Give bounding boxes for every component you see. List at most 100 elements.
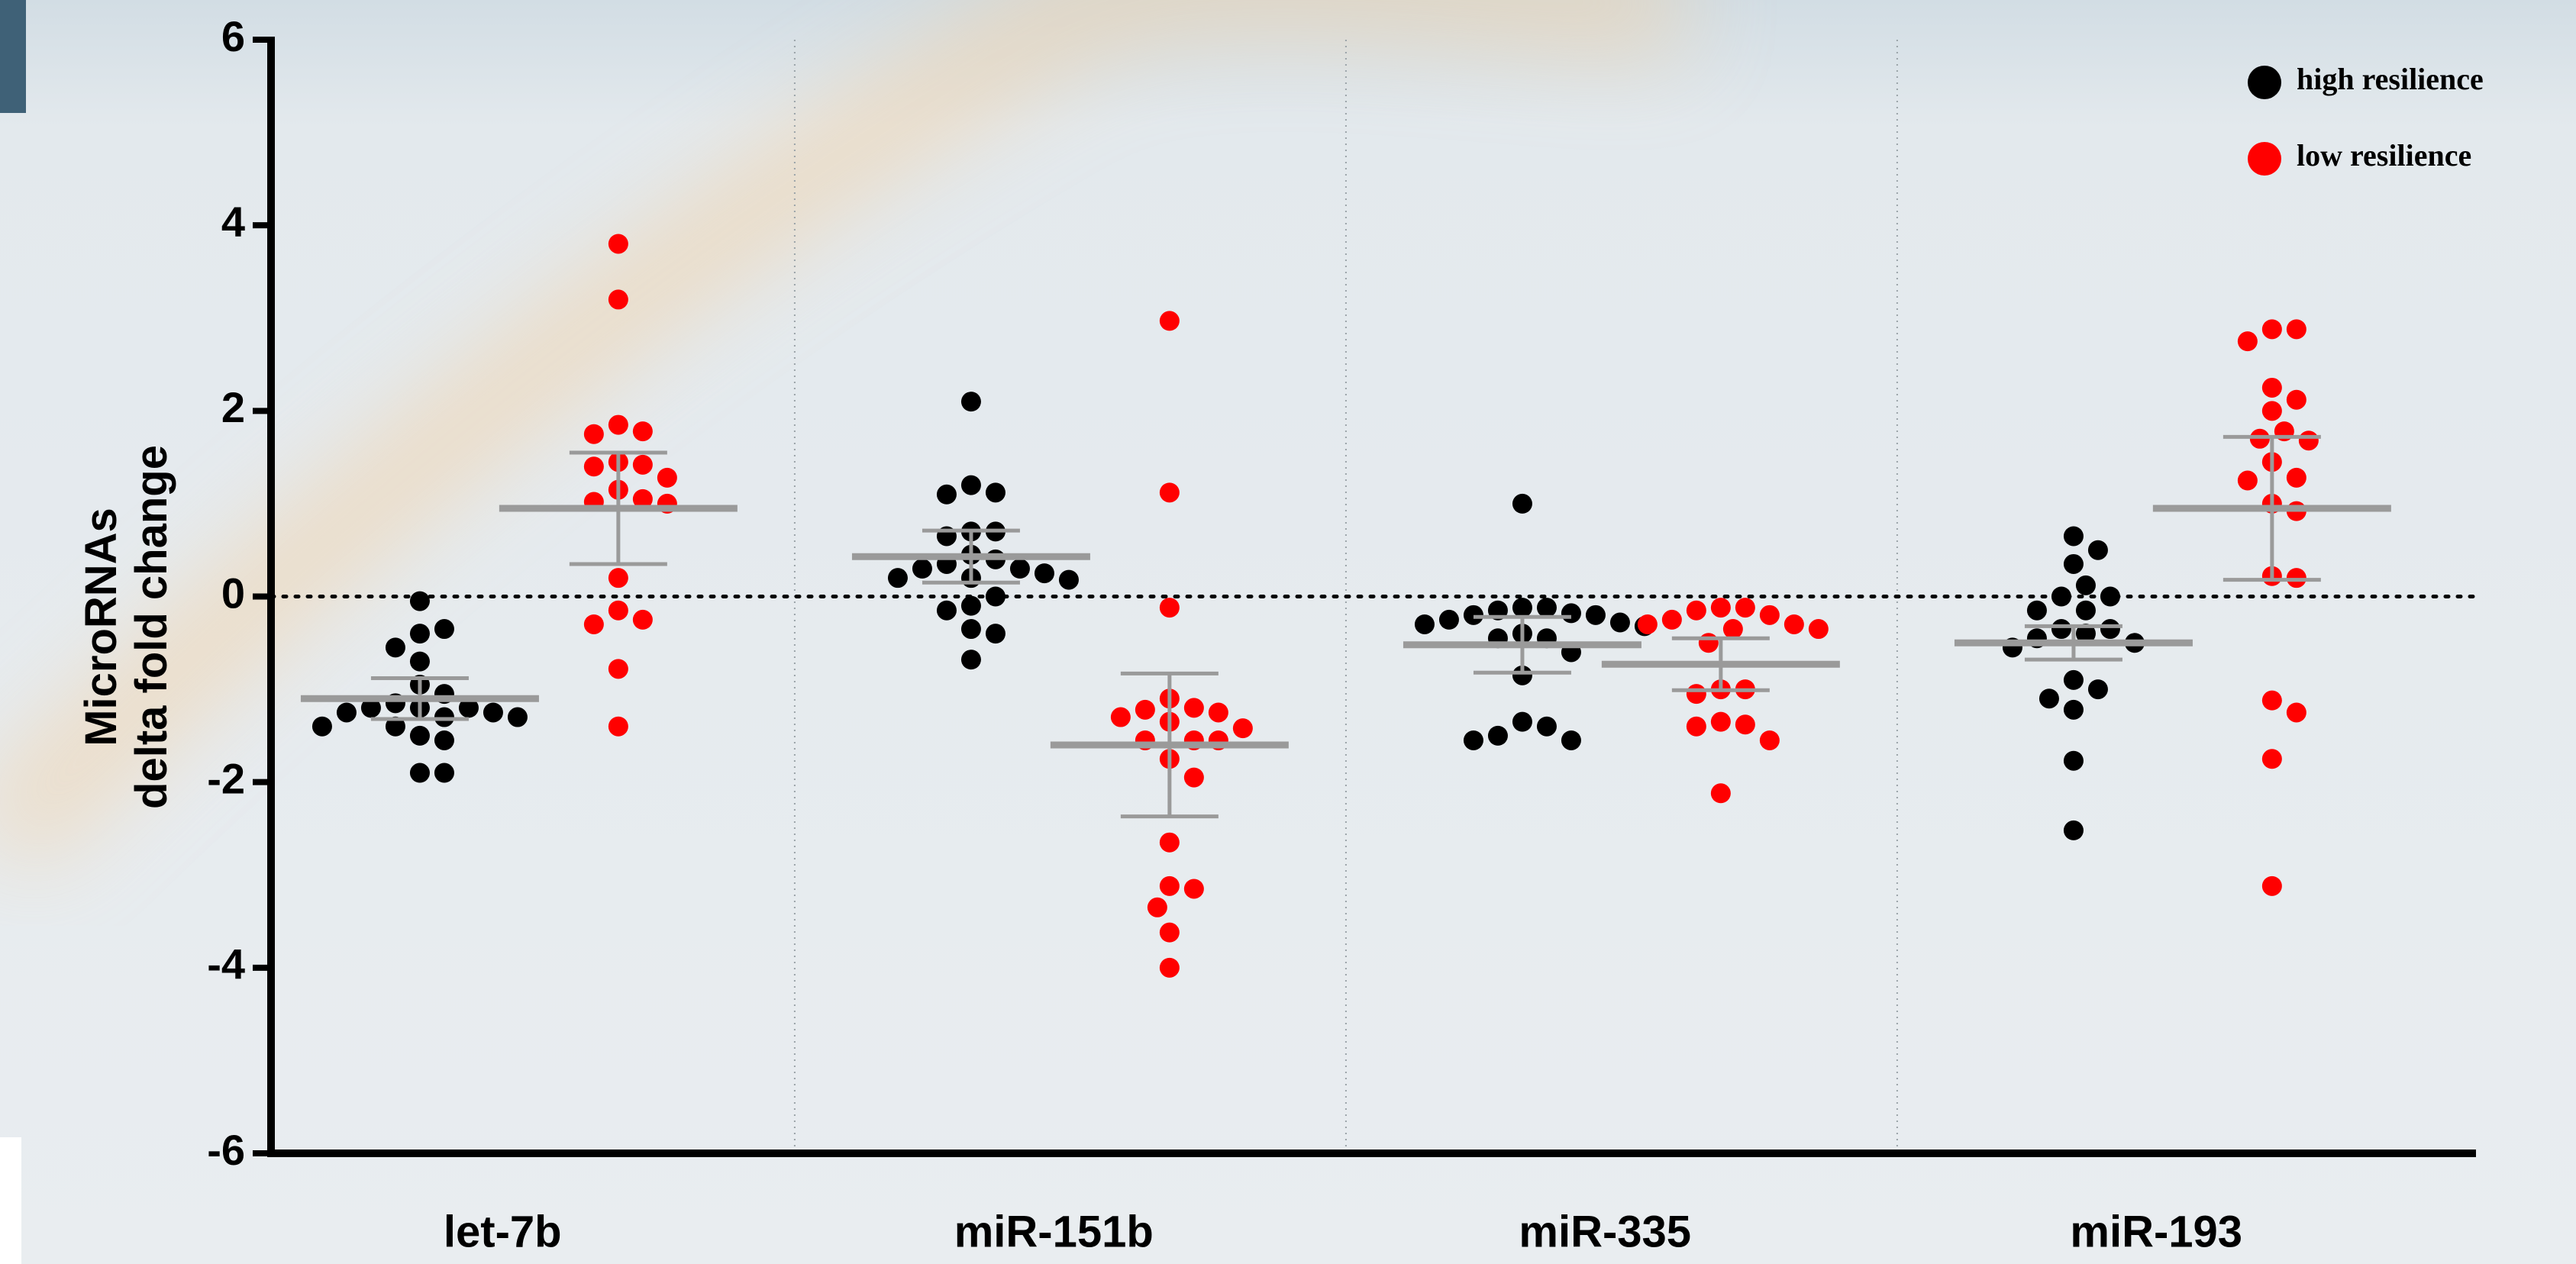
corner-block — [0, 1137, 21, 1264]
data-point — [1111, 708, 1131, 727]
data-point — [1687, 717, 1706, 737]
data-point — [1160, 923, 1180, 943]
data-point — [1687, 601, 1706, 621]
data-point — [1160, 876, 1180, 896]
data-point — [1711, 712, 1731, 732]
data-point — [961, 650, 981, 669]
data-point — [888, 568, 908, 588]
data-point — [410, 726, 430, 746]
page: 6420-2-4-6MicroRNAsdelta fold changelet-… — [0, 0, 2576, 1264]
data-point — [1711, 783, 1731, 803]
data-point — [961, 392, 981, 411]
data-point — [2287, 702, 2306, 722]
data-point — [1135, 700, 1155, 720]
data-point — [2100, 587, 2120, 607]
data-point — [2238, 471, 2258, 491]
data-point — [2262, 401, 2282, 421]
y-tick-label: -4 — [207, 940, 245, 988]
data-point — [937, 601, 957, 621]
data-point — [608, 659, 628, 679]
data-point — [608, 234, 628, 253]
data-point — [584, 456, 604, 476]
data-point — [2262, 691, 2282, 711]
data-point — [584, 424, 604, 444]
data-point — [410, 592, 430, 611]
data-point — [1184, 698, 1204, 717]
data-point — [1711, 598, 1731, 617]
data-point — [2039, 688, 2059, 708]
data-point — [584, 614, 604, 634]
legend-marker — [2248, 142, 2281, 176]
data-point — [2076, 601, 2096, 621]
data-point — [608, 289, 628, 309]
y-axis-label-line: MicroRNAs — [76, 508, 126, 746]
data-point — [2088, 679, 2108, 699]
data-point — [2027, 601, 2047, 621]
y-tick-label: 4 — [221, 198, 245, 246]
data-point — [1723, 619, 1743, 639]
data-point — [1488, 726, 1508, 746]
data-point — [1638, 614, 1658, 634]
y-tick-label: -2 — [207, 754, 245, 802]
data-point — [2287, 390, 2306, 410]
data-point — [1035, 563, 1054, 583]
data-point — [608, 415, 628, 435]
data-point — [2287, 468, 2306, 488]
data-point — [2064, 526, 2084, 546]
data-point — [912, 559, 932, 579]
legend-label: low resilience — [2297, 138, 2471, 173]
data-point — [2100, 619, 2120, 639]
data-point — [1464, 730, 1483, 750]
data-point — [483, 702, 503, 722]
data-point — [410, 624, 430, 643]
data-point — [2064, 670, 2084, 690]
data-point — [937, 485, 957, 505]
data-point — [1512, 712, 1532, 732]
data-point — [608, 717, 628, 737]
y-tick-label: 0 — [221, 569, 245, 617]
data-point — [1735, 714, 1755, 734]
data-point — [2064, 821, 2084, 840]
data-point — [2064, 554, 2084, 574]
x-tick-label: miR-335 — [1519, 1207, 1691, 1256]
legend-label: high resilience — [2297, 62, 2484, 96]
data-point — [2238, 331, 2258, 351]
data-point — [633, 455, 653, 475]
data-point — [410, 652, 430, 672]
data-point — [508, 708, 528, 727]
data-point — [1537, 717, 1557, 737]
data-point — [961, 619, 981, 639]
x-tick-label: miR-151b — [954, 1207, 1154, 1256]
data-point — [434, 763, 454, 783]
data-point — [1233, 718, 1253, 738]
data-point — [2262, 876, 2282, 896]
data-point — [1537, 598, 1557, 617]
y-axis-label-line: delta fold change — [127, 445, 176, 809]
data-point — [1687, 684, 1706, 704]
y-tick-label: -6 — [207, 1126, 245, 1174]
data-point — [2262, 378, 2282, 398]
data-point — [2088, 540, 2108, 560]
data-point — [386, 637, 405, 657]
legend-marker — [2248, 66, 2281, 99]
data-point — [2051, 587, 2071, 607]
data-point — [1184, 879, 1204, 898]
data-point — [986, 587, 1006, 607]
data-point — [657, 468, 677, 488]
data-point — [312, 717, 332, 737]
data-point — [633, 610, 653, 630]
data-point — [1809, 619, 1829, 639]
data-point — [1735, 598, 1755, 617]
data-point — [986, 624, 1006, 643]
data-point — [1148, 898, 1167, 917]
data-point — [434, 619, 454, 639]
x-tick-label: miR-193 — [2070, 1207, 2242, 1256]
data-point — [2262, 749, 2282, 769]
data-point — [1415, 614, 1435, 634]
data-point — [1699, 633, 1719, 653]
data-point — [1760, 605, 1780, 625]
data-point — [986, 482, 1006, 502]
data-point — [2064, 751, 2084, 771]
data-point — [1586, 605, 1606, 625]
data-point — [1784, 614, 1804, 634]
